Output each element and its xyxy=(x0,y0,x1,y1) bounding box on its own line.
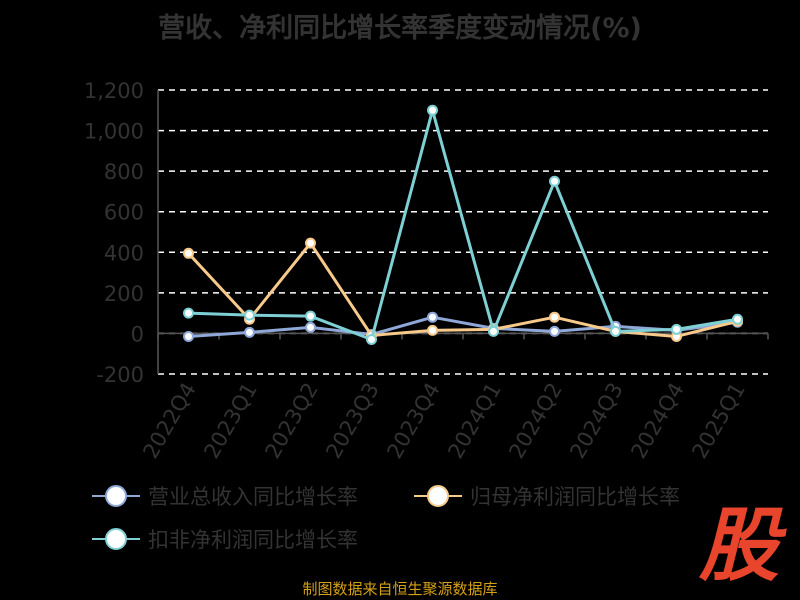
data-point xyxy=(488,325,499,337)
data-point xyxy=(366,334,377,346)
series-line xyxy=(187,241,738,338)
data-point xyxy=(183,330,194,342)
x-tick-label: 2023Q3 xyxy=(321,379,383,463)
x-tick-label: 2022Q4 xyxy=(138,379,200,463)
y-tick-label: 600 xyxy=(104,201,144,225)
x-tick-label: 2024Q4 xyxy=(626,379,688,463)
x-tick-label: 2025Q1 xyxy=(687,379,749,463)
y-tick-label: -200 xyxy=(96,363,144,387)
source-footer: 制图数据来自恒生聚源数据库 xyxy=(302,580,498,598)
y-tick-label: 800 xyxy=(104,160,144,184)
data-point xyxy=(305,237,316,249)
series-line xyxy=(188,315,738,338)
data-point xyxy=(427,324,438,336)
data-point xyxy=(671,323,682,335)
brand-logo: 股 xyxy=(699,498,779,592)
data-point xyxy=(244,326,255,338)
series-line xyxy=(188,108,738,342)
chart-title: 营收、净利同比增长率季度变动情况(%) xyxy=(158,13,642,44)
legend-label: 营业总收入同比增长率 xyxy=(148,485,358,509)
legend-label: 归母净利润同比增长率 xyxy=(470,485,680,509)
legend-symbol xyxy=(92,527,140,551)
legend-symbol xyxy=(92,484,140,508)
y-tick-label: 1,000 xyxy=(84,120,144,144)
x-tick-label: 2024Q2 xyxy=(504,379,566,463)
y-tick-label: 0 xyxy=(131,322,144,346)
y-tick-label: 1,200 xyxy=(84,79,144,103)
data-point xyxy=(549,325,560,337)
x-tick-label: 2023Q1 xyxy=(199,379,261,463)
data-point xyxy=(549,311,560,323)
data-point xyxy=(183,247,194,259)
x-tick-label: 2024Q1 xyxy=(443,379,505,463)
data-point xyxy=(427,311,438,323)
legend-label: 扣非净利润同比增长率 xyxy=(148,528,358,552)
y-tick-label: 400 xyxy=(104,241,144,265)
data-point xyxy=(305,321,316,333)
x-tick-label: 2024Q3 xyxy=(565,379,627,463)
legend-item-deducted-profit[interactable]: 扣非净利润同比增长率 xyxy=(92,524,358,554)
y-tick-label: 200 xyxy=(104,282,144,306)
legend-item-net-profit[interactable]: 归母净利润同比增长率 xyxy=(414,481,680,511)
legend-symbol xyxy=(414,484,462,508)
legend-item-revenue[interactable]: 营业总收入同比增长率 xyxy=(92,481,358,511)
data-point xyxy=(427,104,438,116)
x-tick-label: 2023Q2 xyxy=(260,379,322,463)
data-point xyxy=(183,307,194,319)
data-point xyxy=(244,309,255,321)
data-point xyxy=(732,313,743,325)
x-tick-label: 2023Q4 xyxy=(382,379,444,463)
data-point xyxy=(549,175,560,187)
data-point xyxy=(610,325,621,337)
data-point xyxy=(305,310,316,322)
